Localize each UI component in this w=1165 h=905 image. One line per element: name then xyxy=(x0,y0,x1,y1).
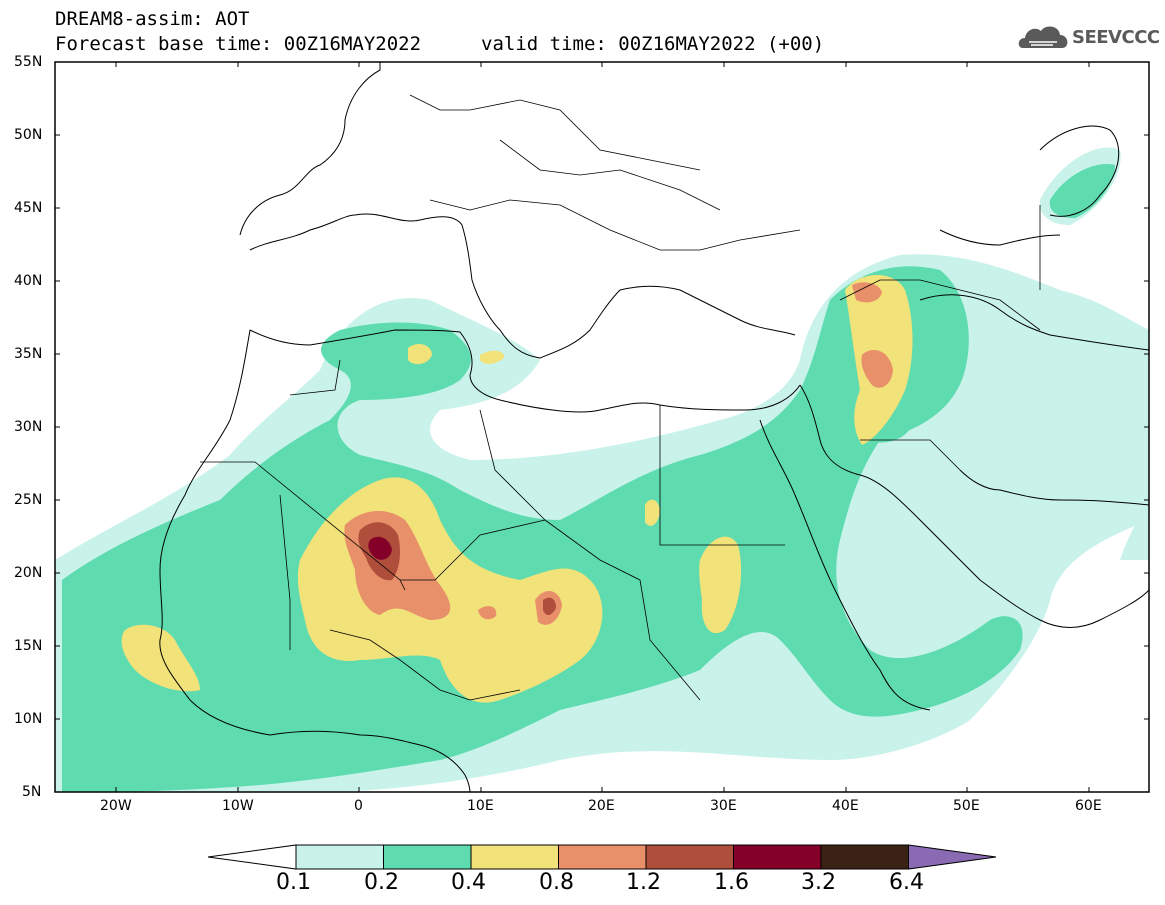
colorbar-swatch-3.2 xyxy=(820,844,909,870)
forecast-base-time: Forecast base time: 00Z16MAY2022 xyxy=(55,33,422,55)
logo-text: SEEVCCC xyxy=(1072,27,1160,48)
colorbar-label: 6.4 xyxy=(889,870,924,895)
aot-band-0.4-sudan xyxy=(699,536,742,634)
lat-label: 5N xyxy=(22,784,42,800)
valid-time: valid time: 00Z16MAY2022 (+00) xyxy=(481,33,825,55)
lat-label: 25N xyxy=(14,492,43,508)
colorbar xyxy=(207,844,997,870)
lon-label: 40E xyxy=(832,798,859,814)
axis-ticks xyxy=(55,61,1149,792)
cloud-icon xyxy=(1018,26,1068,48)
lat-label: 40N xyxy=(14,273,43,289)
colorbar-label: 0.4 xyxy=(451,870,486,895)
colorbar-over-triangle xyxy=(908,844,997,870)
aot-contours xyxy=(55,147,1149,792)
aot-band-0.1-arabia xyxy=(1120,492,1149,560)
aot-band-0.8-niger xyxy=(478,606,497,620)
lat-label: 10N xyxy=(14,711,43,727)
colorbar-swatch-1.2 xyxy=(645,844,734,870)
colorbar-label: 3.2 xyxy=(801,870,836,895)
colorbar-label: 0.8 xyxy=(539,870,574,895)
lon-label: 20E xyxy=(588,798,615,814)
colorbar-swatch-1.6 xyxy=(733,844,822,870)
colorbar-swatch-0.1 xyxy=(295,844,384,870)
country-borders xyxy=(200,94,1041,701)
lon-label: 0 xyxy=(354,798,363,814)
aot-band-1.6 xyxy=(368,536,392,560)
lat-label: 20N xyxy=(14,565,43,581)
map-title: DREAM8-assim: AOT xyxy=(55,8,250,30)
lat-label: 30N xyxy=(14,419,43,435)
lon-label: 10E xyxy=(467,798,494,814)
lon-label: 50E xyxy=(953,798,980,814)
aot-band-0.8-iraq xyxy=(861,350,893,388)
coastlines xyxy=(159,62,1149,792)
lon-label: 10W xyxy=(222,798,254,814)
lat-label: 35N xyxy=(14,346,43,362)
colorbar-under-triangle xyxy=(207,844,297,870)
lat-label: 55N xyxy=(14,54,43,70)
lon-label: 20W xyxy=(100,798,132,814)
aot-band-1.2-chad xyxy=(543,597,556,616)
colorbar-label: 0.2 xyxy=(364,870,399,895)
aot-band-0.4-algeria xyxy=(408,344,432,365)
lat-label: 15N xyxy=(14,638,43,654)
aot-band-0.2 xyxy=(62,266,1023,792)
aot-band-0.4-west xyxy=(121,624,200,692)
lat-label: 45N xyxy=(14,200,43,216)
colorbar-label: 1.2 xyxy=(626,870,661,895)
colorbar-swatch-0.2 xyxy=(383,844,472,870)
colorbar-swatch-0.8 xyxy=(558,844,647,870)
aot-band-0.8-turkey xyxy=(852,282,882,303)
colorbar-label: 0.1 xyxy=(276,870,311,895)
aot-band-0.4-tunisia xyxy=(480,350,505,364)
lon-label: 30E xyxy=(710,798,737,814)
aot-band-0.4-libya xyxy=(645,499,660,526)
lat-label: 50N xyxy=(14,127,43,143)
aot-band-0.2-north xyxy=(1049,164,1115,218)
lon-label: 60E xyxy=(1075,798,1102,814)
colorbar-swatch-0.4 xyxy=(470,844,559,870)
seevccc-logo xyxy=(1017,22,1157,56)
colorbar-label: 1.6 xyxy=(714,870,749,895)
